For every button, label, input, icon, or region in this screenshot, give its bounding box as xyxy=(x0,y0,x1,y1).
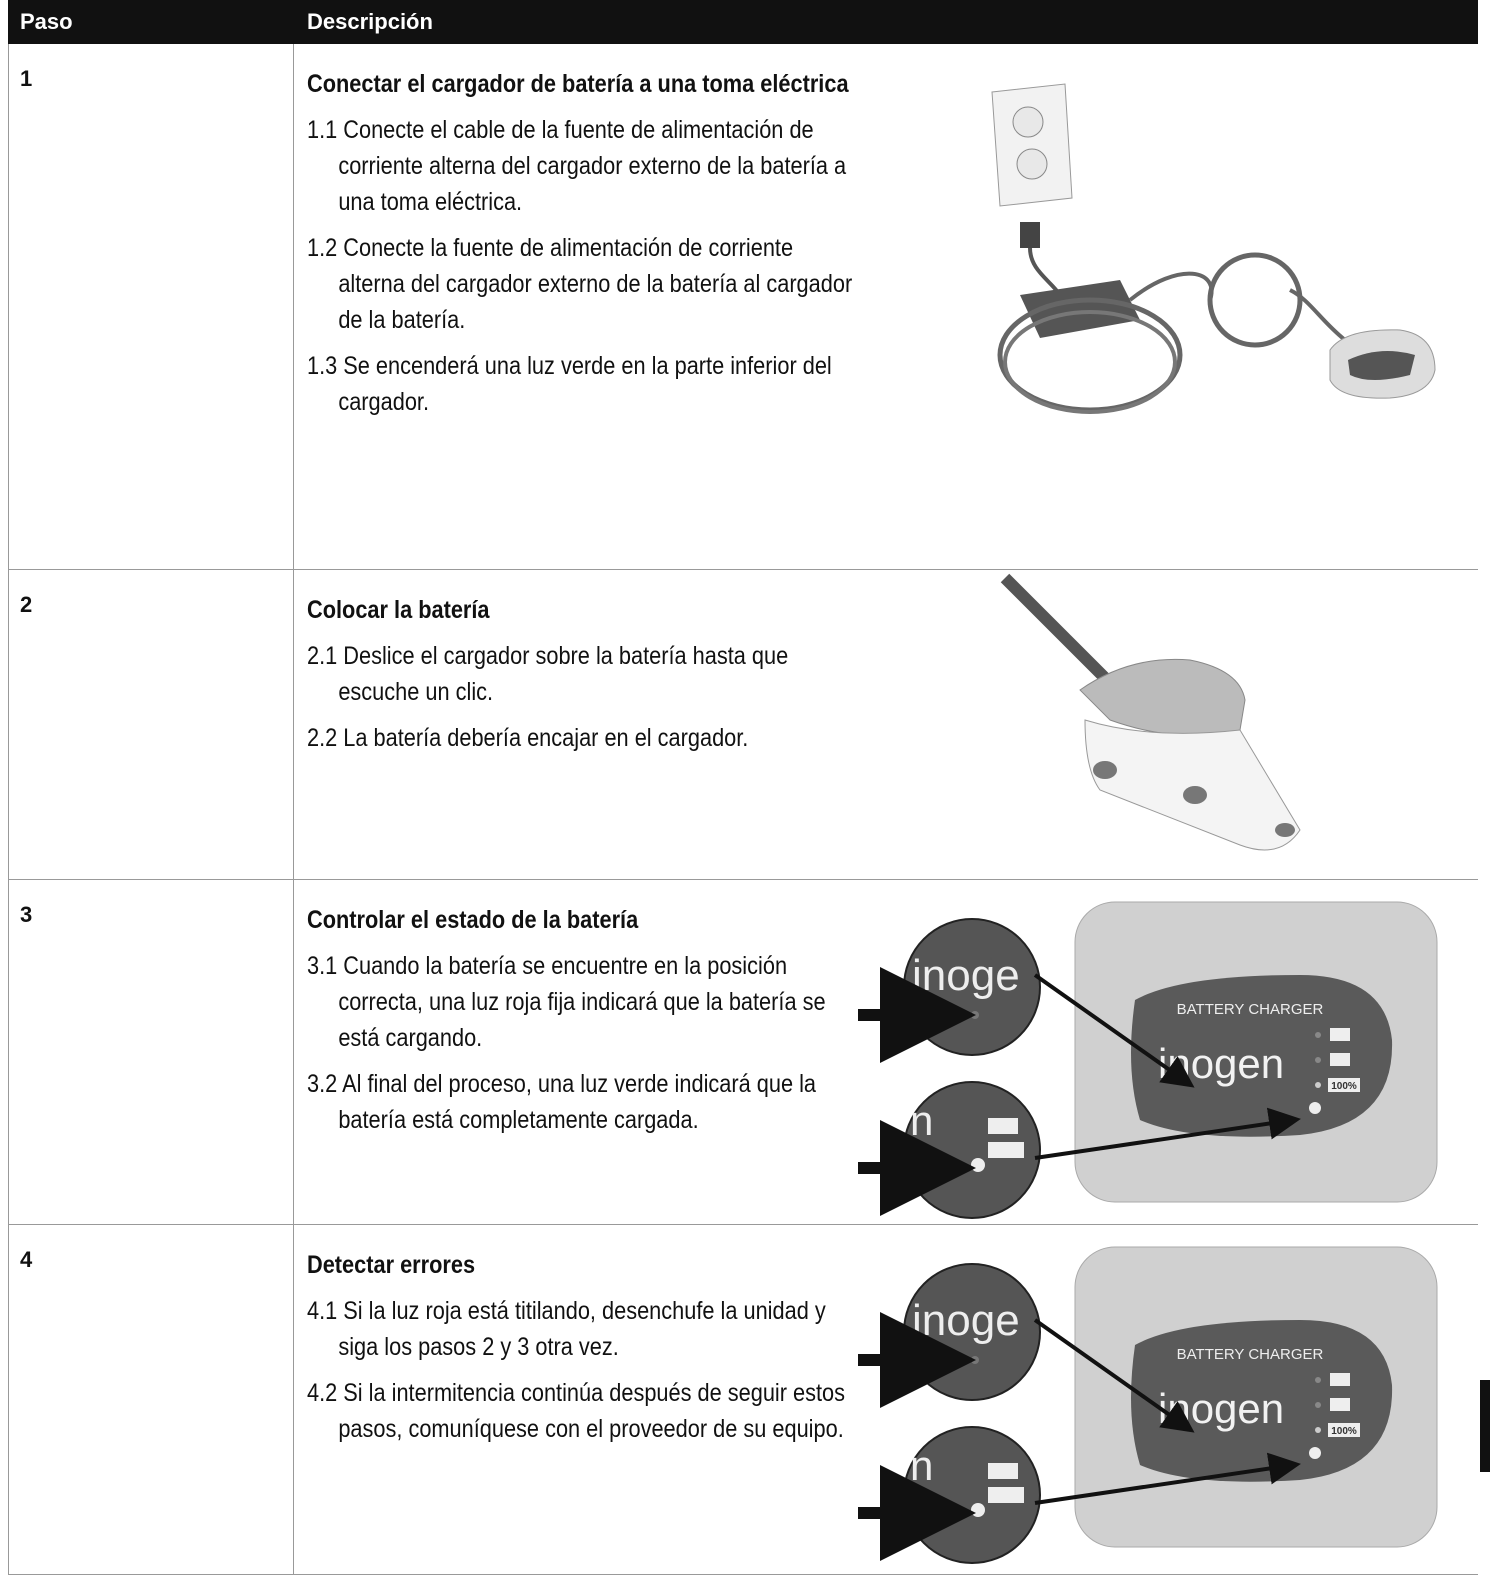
pointer-arrow xyxy=(1033,973,1195,1088)
panel-label: BATTERY CHARGER xyxy=(1177,1346,1324,1363)
step-item: 1.2 Conecte la fuente de alimentación de… xyxy=(307,234,853,334)
table-row: 4 Detectar errores 4.1 Si la luz roja está… xyxy=(8,1225,1478,1575)
led xyxy=(1315,1402,1321,1408)
step-number: 3 xyxy=(20,902,33,927)
level-icon xyxy=(1328,1078,1360,1092)
level-icon xyxy=(1328,1423,1360,1437)
step-description: Colocar la batería 2.1 Deslice el cargado… xyxy=(307,592,864,766)
step-number: 1 xyxy=(20,66,33,91)
header-description: Descripción xyxy=(307,9,433,34)
step-title: Controlar el estado de la batería xyxy=(307,906,639,934)
step-description: Conectar el cargador de batería a una to… xyxy=(307,66,864,430)
step-item: 1.1 Conecte el cable de la fuente de ali… xyxy=(307,116,847,216)
table-row: 1 Conectar el cargador de batería a una t… xyxy=(8,44,1478,570)
step-description: Controlar el estado de la batería 3.1 Cua… xyxy=(307,902,864,1148)
led xyxy=(1315,1427,1321,1433)
step-item: 4.2 Si la intermitencia continúa después… xyxy=(307,1379,846,1443)
panel-label: BATTERY CHARGER xyxy=(1177,1001,1324,1018)
table-row: 2 Colocar la batería 2.1 Deslice el cargad… xyxy=(8,570,1478,880)
led xyxy=(1315,1377,1321,1383)
step-item: 1.3 Se encenderá una luz verde en la par… xyxy=(307,352,832,416)
step-description: Detectar errores 4.1 Si la luz roja está … xyxy=(307,1247,864,1457)
status-icon xyxy=(1330,1053,1350,1066)
table-header: Paso Descripción xyxy=(8,0,1478,44)
battery-figure xyxy=(1000,573,1301,851)
level-label: 100% xyxy=(1331,1426,1357,1437)
zoom-level xyxy=(988,1142,1024,1158)
led xyxy=(1309,1102,1321,1114)
charger-setup-figure xyxy=(991,83,1436,414)
pointer-arrow xyxy=(1033,1318,1195,1433)
zoom-icon xyxy=(988,1463,1018,1479)
zoom-level xyxy=(988,1487,1024,1503)
step-item: 3.2 Al final del proceso, una luz verde … xyxy=(307,1070,817,1134)
status-icon xyxy=(1330,1398,1350,1411)
led xyxy=(1315,1032,1321,1038)
step-title: Detectar errores xyxy=(307,1251,476,1279)
step-number: 4 xyxy=(20,1247,33,1272)
page-edge-tab xyxy=(1480,1380,1490,1472)
status-icon xyxy=(1330,1028,1350,1041)
step-title: Conectar el cargador de batería a una to… xyxy=(307,70,849,98)
led xyxy=(1315,1082,1321,1088)
step-number: 2 xyxy=(20,592,33,617)
column-divider xyxy=(293,44,294,1575)
led xyxy=(1309,1447,1321,1459)
table-border xyxy=(8,44,9,1575)
step-item: 2.1 Deslice el cargador sobre la batería… xyxy=(307,642,789,706)
charger-panel xyxy=(1131,1320,1393,1482)
step-title: Colocar la batería xyxy=(307,596,490,624)
header-step: Paso xyxy=(20,9,73,34)
step-item: 4.1 Si la luz roja está titilando, desen… xyxy=(307,1297,826,1361)
led xyxy=(1315,1057,1321,1063)
table-row: 3 Controlar el estado de la batería 3.1 Cu… xyxy=(8,880,1478,1225)
step-item: 2.2 La batería debería encajar en el car… xyxy=(307,724,749,752)
zoom-icon xyxy=(988,1118,1018,1134)
pointer-arrow xyxy=(1034,1107,1301,1160)
level-label: 100% xyxy=(1331,1081,1357,1092)
step-item: 3.1 Cuando la batería se encuentre en la… xyxy=(307,952,826,1052)
status-icon xyxy=(1330,1373,1350,1386)
charger-panel xyxy=(1131,975,1393,1137)
pointer-arrow xyxy=(1034,1452,1301,1505)
